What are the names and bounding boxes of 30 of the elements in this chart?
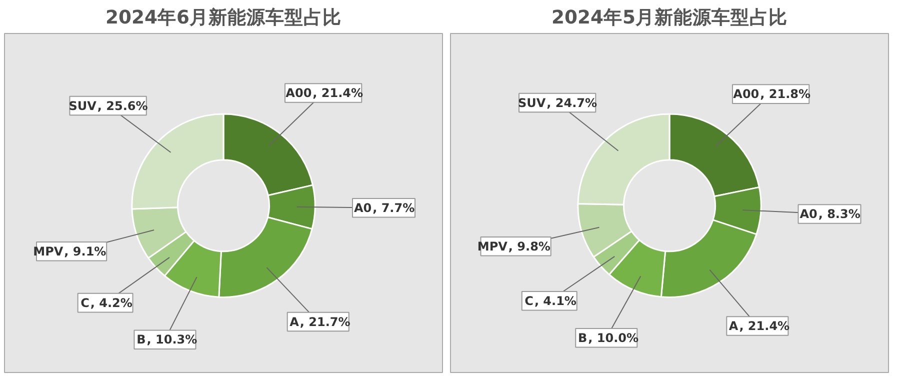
slice-label: C xyxy=(80,296,90,310)
data-label: , 21.7% xyxy=(300,314,350,329)
slice-label: A xyxy=(290,314,300,329)
data-label: , 4.1% xyxy=(534,294,576,308)
data-label: , 21.4% xyxy=(739,318,790,333)
data-label: , 9.1% xyxy=(64,244,106,258)
slice-label: SUV xyxy=(518,96,546,110)
data-label: , 4.2% xyxy=(90,296,132,310)
slice-label: C xyxy=(524,294,534,308)
data-label: , 25.6% xyxy=(97,98,148,113)
slice-label: B xyxy=(136,332,146,347)
data-label: , 10.0% xyxy=(588,330,639,345)
data-label: , 21.8% xyxy=(760,87,811,102)
slice-label: A00 xyxy=(733,87,760,102)
data-label: , 21.4% xyxy=(312,86,364,100)
data-label: , 10.3% xyxy=(146,332,198,347)
chart-title: 2024年6月新能源车型占比 xyxy=(106,6,342,28)
slice-label: B xyxy=(578,330,588,345)
slice-label: A xyxy=(728,318,739,333)
slice-label: A0 xyxy=(800,206,818,221)
slice-label: MPV xyxy=(33,244,64,258)
slice-label: A00 xyxy=(286,86,312,100)
data-label: , 24.7% xyxy=(546,96,598,110)
data-label: , 7.7% xyxy=(372,200,415,215)
chart-title: 2024年5月新能源车型占比 xyxy=(552,6,788,28)
slice-label: A0 xyxy=(354,200,372,215)
data-label: , 8.3% xyxy=(818,206,860,221)
data-label: , 9.8% xyxy=(508,239,550,254)
slice-label: MPV xyxy=(477,239,508,254)
slice-label: SUV xyxy=(68,98,98,113)
